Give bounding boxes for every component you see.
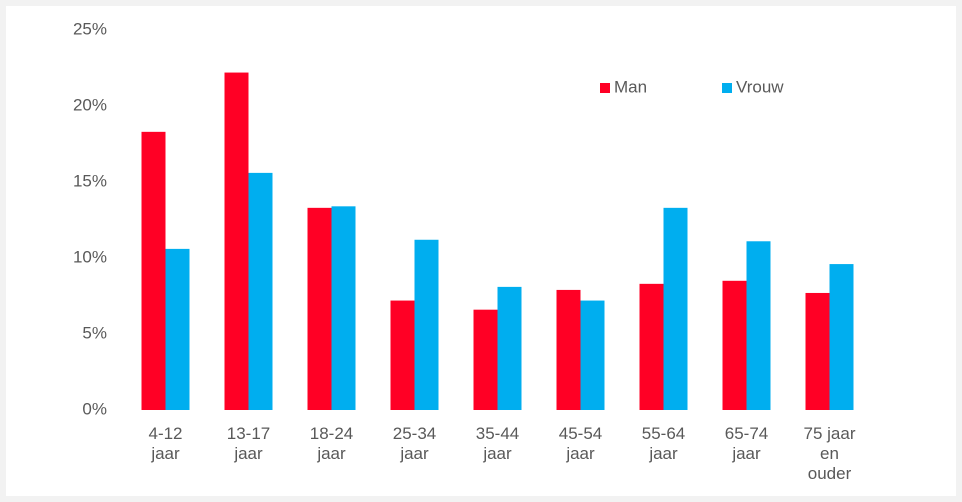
bar (497, 286, 522, 410)
x-tick-label: 55-64 jaar (641, 424, 686, 463)
bar (414, 239, 439, 410)
x-tick-label: 4-12 jaar (148, 424, 183, 463)
y-tick-label: 20% (73, 95, 107, 114)
legend-label: Man (614, 77, 647, 96)
x-tick-label: 75 jaar en ouder (803, 424, 856, 483)
y-tick-label: 25% (73, 19, 107, 38)
legend-swatch (600, 83, 610, 93)
bar (141, 131, 166, 410)
bar (580, 300, 605, 410)
bar (473, 309, 498, 410)
bar (556, 289, 581, 410)
bar (746, 241, 771, 410)
bar (829, 264, 854, 410)
x-tick-label: 65-74 jaar (724, 424, 769, 463)
bar (639, 283, 664, 410)
y-tick-label: 10% (73, 247, 107, 266)
bar (307, 207, 332, 410)
bar (224, 72, 249, 410)
bar (165, 248, 190, 410)
legend-swatch (722, 83, 732, 93)
bar (331, 206, 356, 410)
y-tick-label: 15% (73, 171, 107, 190)
x-tick-label: 45-54 jaar (558, 424, 603, 463)
bar (248, 172, 273, 410)
legend-label: Vrouw (736, 77, 784, 96)
x-tick-label: 35-44 jaar (475, 424, 520, 463)
bar (390, 300, 415, 410)
y-tick-label: 0% (82, 399, 107, 418)
y-tick-label: 5% (82, 323, 107, 342)
x-tick-label: 18-24 jaar (309, 424, 354, 463)
bar (663, 207, 688, 410)
bar (722, 280, 747, 410)
x-tick-label: 13-17 jaar (226, 424, 271, 463)
bar (805, 292, 830, 410)
x-tick-label: 25-34 jaar (392, 424, 437, 463)
